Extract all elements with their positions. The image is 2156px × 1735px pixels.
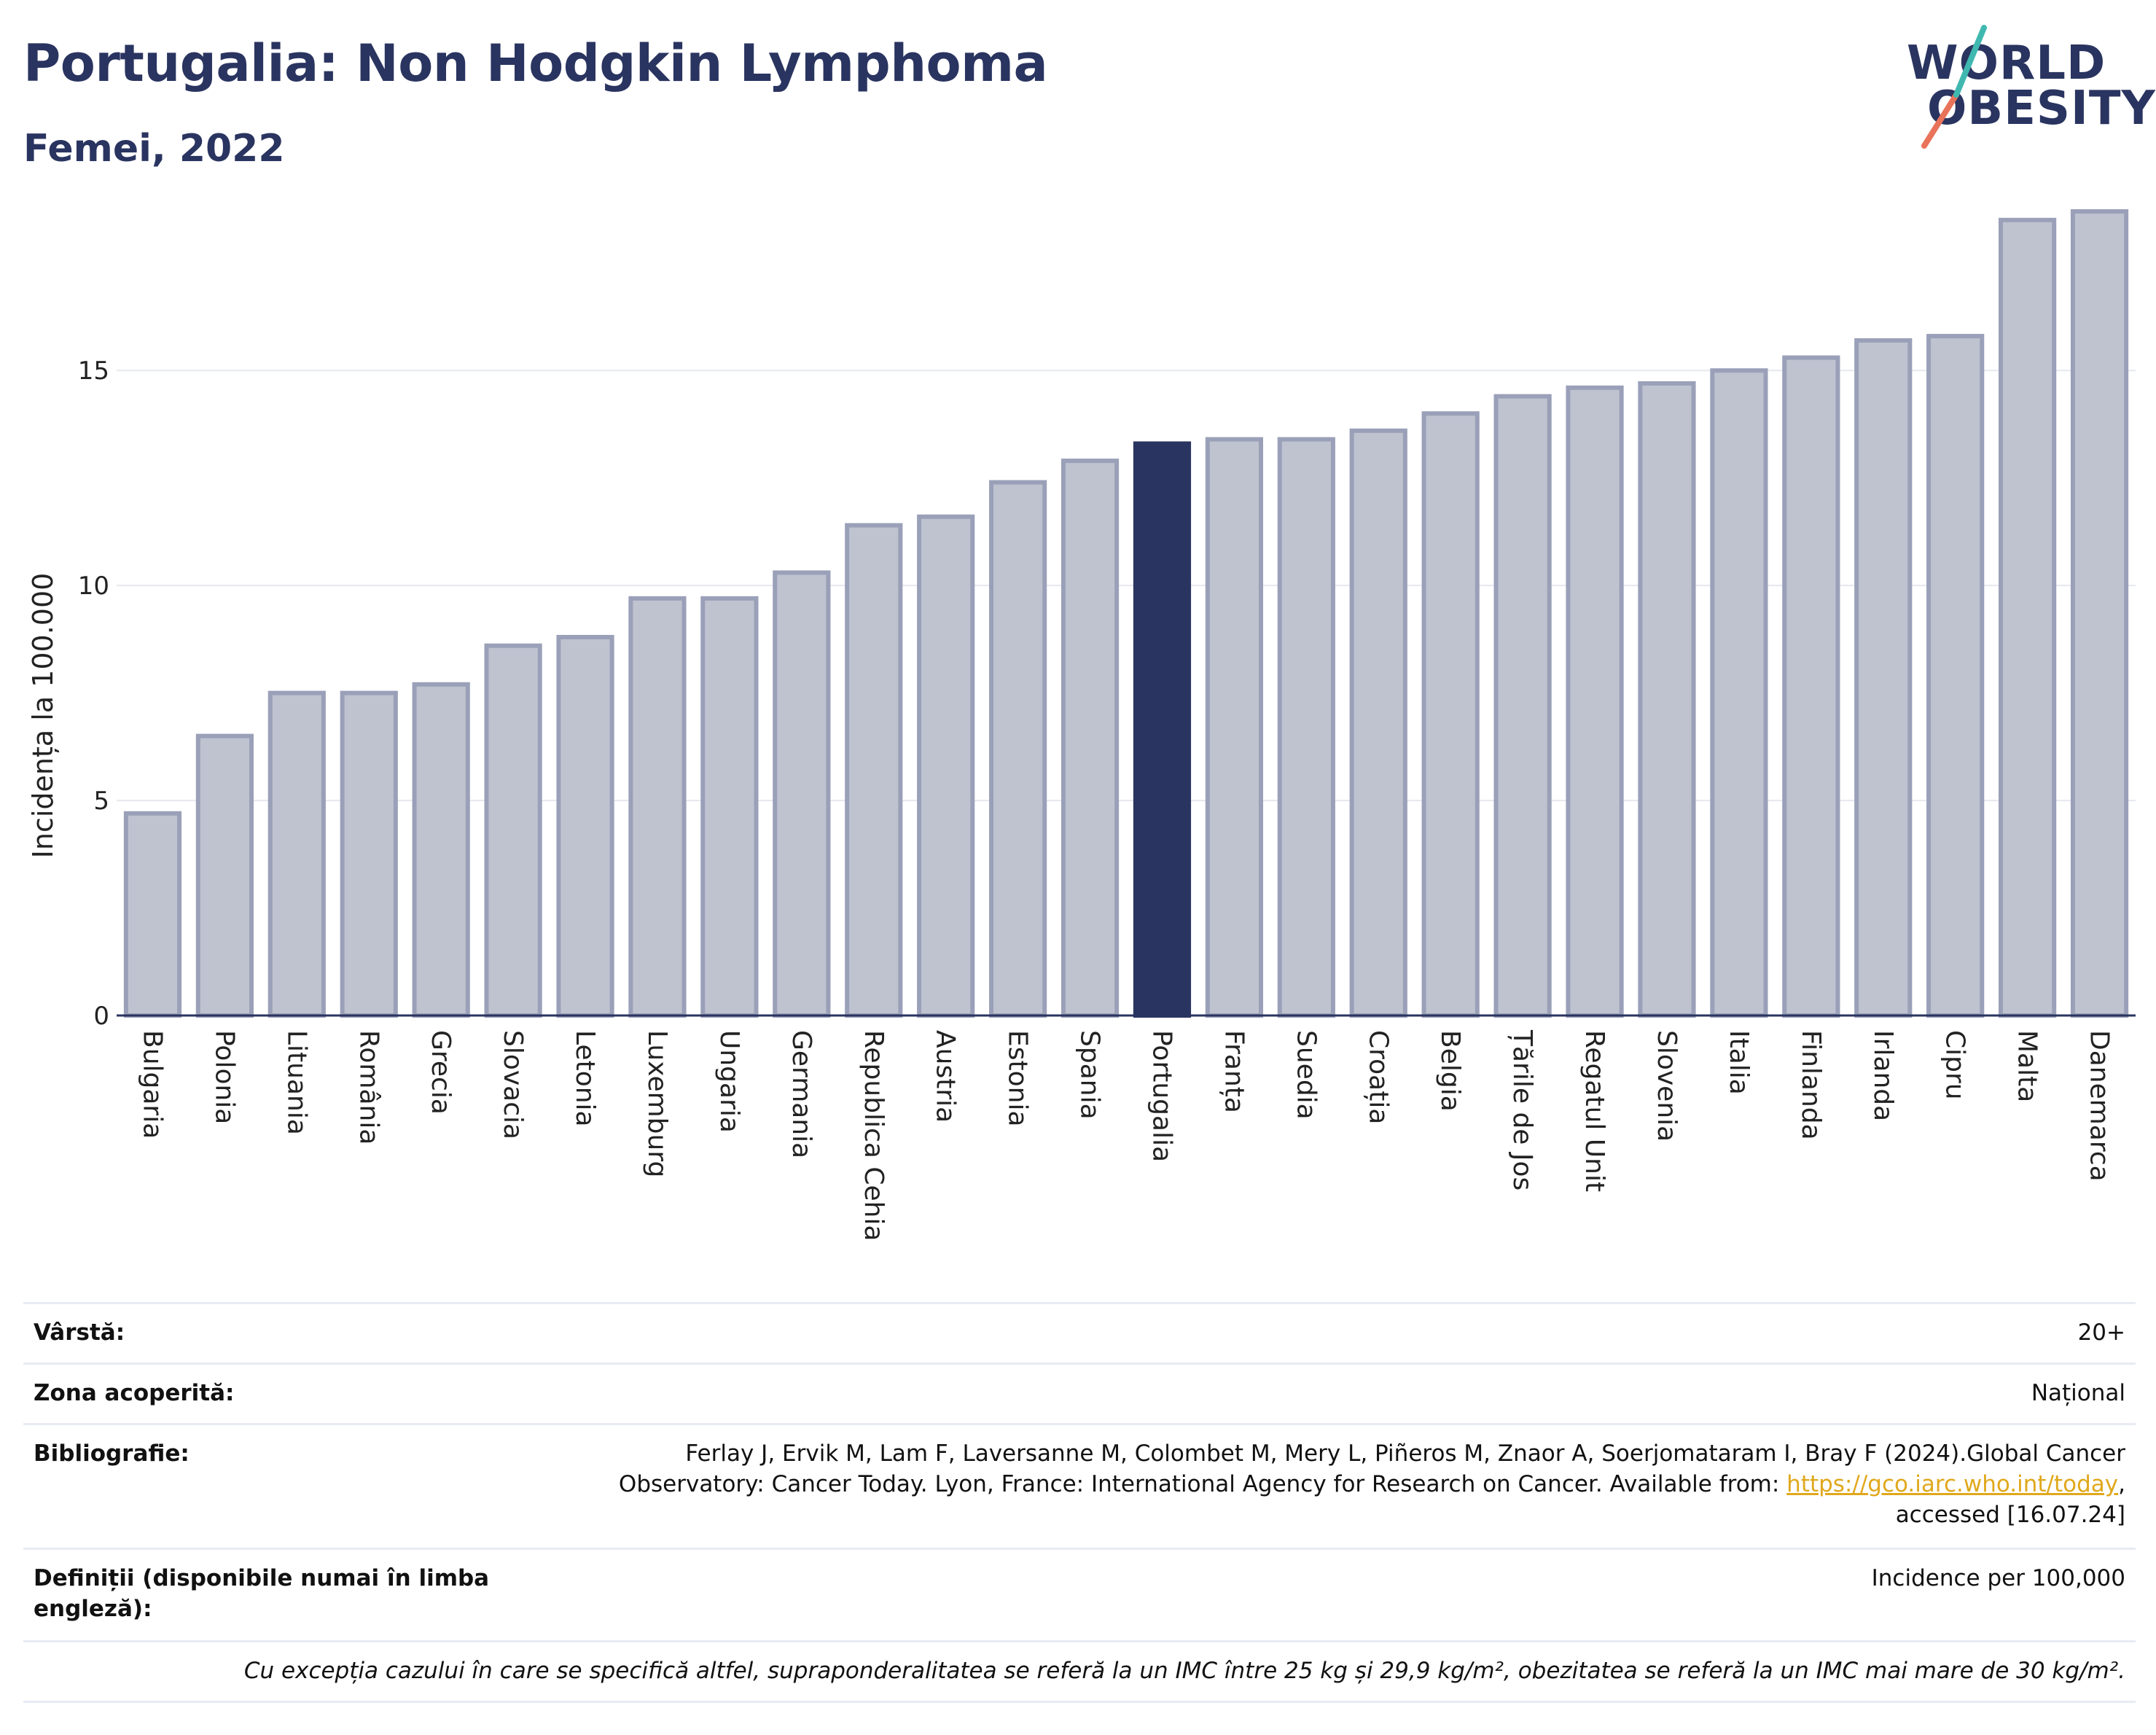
y-tick-label: 0 (93, 1002, 109, 1031)
area-value: Național (2031, 1380, 2125, 1406)
x-tick-label: Cipru (1940, 1030, 1970, 1100)
x-tick-label: Finlanda (1796, 1030, 1826, 1140)
info-row-note: Cu excepția cazului în care se specifică… (23, 1640, 2136, 1703)
bar (1421, 411, 1480, 1018)
x-tick-label: Luxemburg (642, 1030, 672, 1177)
x-tick-label: Letonia (570, 1030, 600, 1127)
x-tick-label: Danemarca (2085, 1030, 2114, 1182)
bar (267, 690, 326, 1018)
bibliography-line-1: Ferlay J, Ervik M, Lam F, Laversanne M, … (685, 1440, 2125, 1467)
bibliography-value: Ferlay J, Ervik M, Lam F, Laversanne M, … (558, 1438, 2125, 1530)
y-axis-label: Incidența la 100.000 (27, 573, 59, 859)
x-tick-label: România (354, 1030, 383, 1145)
x-tick-label: Malta (2012, 1030, 2042, 1102)
bar (1566, 385, 1624, 1018)
bar (1349, 428, 1407, 1018)
bar (1061, 459, 1120, 1018)
x-tick-label: Țările de Jos (1507, 1029, 1537, 1190)
bar (1782, 355, 1840, 1018)
info-row-area: Zona acoperită: Național (23, 1362, 2136, 1423)
x-tick-label: Ungaria (714, 1030, 744, 1133)
y-tick-label: 10 (78, 572, 109, 601)
x-axis-ticks: Bulgaria Polonia Lituania România Grecia Slov… (137, 1029, 2114, 1241)
bar (628, 596, 687, 1018)
x-tick-label: Portugalia (1147, 1030, 1176, 1162)
x-tick-label: Slovacia (498, 1030, 528, 1139)
info-row-definitions: Definiții (disponibile numai în limba en… (23, 1548, 2136, 1640)
x-tick-label: Spania (1075, 1030, 1105, 1120)
bibliography-line-2: Observatory: Cancer Today. Lyon, France:… (558, 1469, 2125, 1500)
y-tick-label: 15 (78, 356, 109, 386)
x-tick-label: Franța (1219, 1030, 1249, 1113)
x-tick-label: Belgia (1435, 1030, 1465, 1112)
bar (700, 596, 759, 1018)
info-row-bibliography: Bibliografie: Ferlay J, Ervik M, Lam F, … (23, 1423, 2136, 1548)
bibliography-line-2-text: Observatory: Cancer Today. Lyon, France:… (618, 1471, 1787, 1497)
logo-line-2: OBESITY (1927, 82, 2156, 136)
chart-title: Portugalia: Non Hodgkin Lymphoma (23, 34, 1048, 93)
x-tick-label: Irlanda (1868, 1030, 1898, 1121)
x-tick-label: Estonia (1003, 1030, 1033, 1127)
bar (1926, 334, 1985, 1018)
x-tick-label: Austria (931, 1030, 961, 1123)
chart-subtitle: Femei, 2022 (23, 127, 285, 171)
bar (1493, 394, 1552, 1018)
bibliography-line-3: accessed [16.07.24] (1895, 1502, 2125, 1528)
y-tick-label: 5 (93, 787, 109, 816)
x-tick-label: Polonia (209, 1030, 239, 1124)
bar (1638, 381, 1696, 1018)
bibliography-line-2-end: , (2118, 1471, 2125, 1497)
x-tick-label: Germania (786, 1030, 816, 1158)
x-tick-label: Grecia (426, 1030, 456, 1115)
bar (1133, 441, 1192, 1018)
age-label: Vârstă: (34, 1319, 125, 1346)
bar (340, 690, 398, 1018)
x-tick-label: Suedia (1291, 1030, 1321, 1120)
bar (195, 733, 254, 1018)
bibliography-label: Bibliografie: (34, 1440, 190, 1467)
bar (1277, 437, 1335, 1018)
bar (484, 643, 542, 1018)
bar (1205, 437, 1263, 1018)
bibliography-link[interactable]: https://gco.iarc.who.int/today (1786, 1471, 2119, 1497)
definitions-value: Incidence per 100,000 (1871, 1565, 2125, 1591)
x-tick-label: Republica Cehia (859, 1030, 888, 1241)
bar (1999, 217, 2057, 1018)
bar (1854, 338, 1913, 1018)
bar-chart: 0 5 10 15 Bulgaria Polonia Lituania România Gre… (27, 209, 2136, 1241)
info-row-age: Vârstă: 20+ (23, 1302, 2136, 1362)
info-table: Vârstă: 20+ Zona acoperită: Național Bib… (23, 1302, 2136, 1703)
bars (123, 209, 2129, 1018)
bar (556, 634, 614, 1018)
world-obesity-logo: WORLD OBESITY (1895, 22, 2155, 153)
bar (917, 514, 975, 1018)
x-tick-label: Slovenia (1652, 1030, 1682, 1142)
obesity-note: Cu excepția cazului în care se specifică… (243, 1658, 2125, 1684)
bar (412, 682, 470, 1018)
bar (123, 811, 182, 1018)
bar (1710, 368, 1768, 1018)
x-tick-label: Italia (1724, 1030, 1754, 1095)
logo-slash-icon (1921, 25, 1987, 149)
definitions-label: Definiții (disponibile numai în limba en… (34, 1565, 490, 1622)
bar (2070, 209, 2129, 1018)
x-tick-label: Croația (1363, 1030, 1393, 1124)
x-tick-label: Regatul Unit (1579, 1030, 1609, 1192)
bar (845, 523, 903, 1018)
logo-line-1: WORLD (1907, 36, 2106, 90)
x-tick-label: Lituania (281, 1030, 311, 1135)
x-tick-label: Bulgaria (137, 1030, 167, 1139)
age-value: 20+ (2077, 1319, 2125, 1346)
bar (773, 570, 831, 1018)
area-label: Zona acoperită: (34, 1380, 235, 1406)
y-axis-ticks: 0 5 10 15 (78, 356, 109, 1031)
bar (989, 480, 1047, 1018)
